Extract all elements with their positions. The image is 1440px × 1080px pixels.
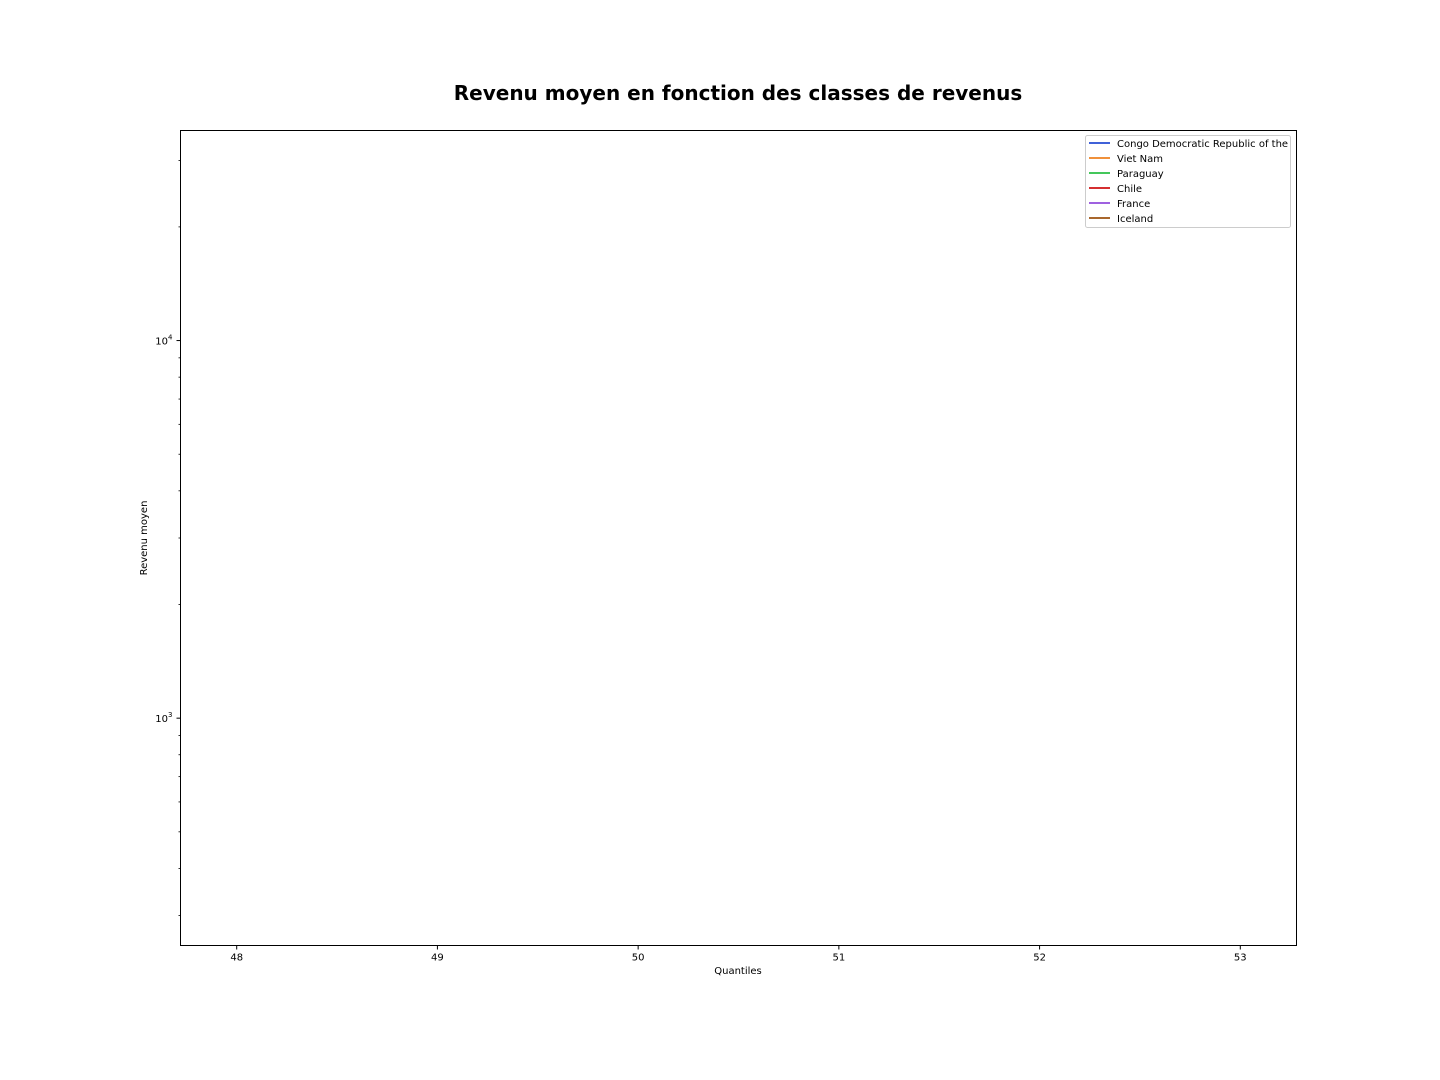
x-axis: 48 49 50 51 52 53: [230, 945, 1247, 964]
y-tick-label: 103: [155, 711, 172, 725]
x-tick-label: 50: [632, 953, 645, 964]
y-axis-label: Revenu moyen: [139, 501, 150, 576]
x-tick-label: 49: [431, 953, 444, 964]
x-tick-label: 51: [832, 953, 845, 964]
legend-label: Paraguay: [1117, 169, 1164, 180]
legend-frame: [1085, 135, 1291, 228]
plot-area: [180, 130, 1297, 946]
x-tick-label: 52: [1033, 953, 1046, 964]
y-axis: 103 104: [155, 159, 181, 917]
legend-label: Congo Democratic Republic of the: [1117, 139, 1288, 150]
chart-title: Revenu moyen en fonction des classes de …: [454, 81, 1023, 105]
legend-label: Viet Nam: [1117, 154, 1163, 165]
legend-label: France: [1117, 199, 1150, 210]
x-tick-label: 53: [1234, 953, 1247, 964]
y-tick-label: 104: [155, 334, 173, 348]
legend-label: Chile: [1117, 184, 1142, 195]
x-tick-label: 48: [230, 953, 243, 964]
x-axis-label: Quantiles: [714, 966, 762, 977]
legend: Congo Democratic Republic of the Viet Nam…: [1085, 135, 1291, 228]
legend-label: Iceland: [1117, 214, 1153, 225]
